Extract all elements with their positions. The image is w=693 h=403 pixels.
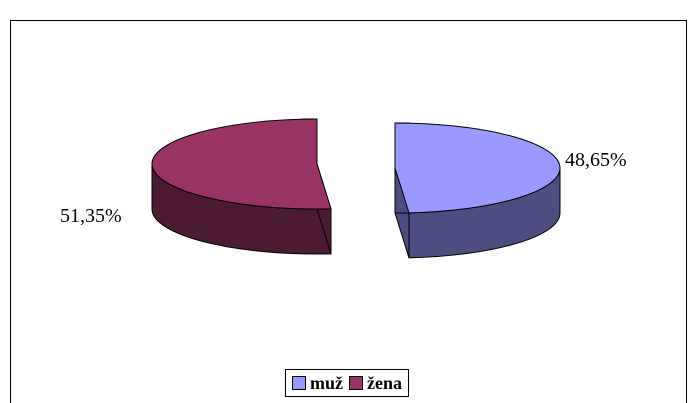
- legend-item-muz: muž: [292, 373, 343, 394]
- legend: muž žena: [285, 369, 409, 397]
- legend-swatch-zena: [349, 376, 363, 390]
- pie-slice-muz: [394, 122, 561, 214]
- data-label-muz: 48,65%: [565, 149, 627, 171]
- pie-slice-zena: [151, 118, 332, 210]
- legend-item-zena: žena: [349, 373, 402, 394]
- data-label-zena: 51,35%: [60, 205, 122, 227]
- chart-border: [10, 20, 687, 403]
- legend-label-zena: žena: [367, 372, 402, 393]
- legend-label-muz: muž: [310, 372, 343, 393]
- legend-swatch-muz: [292, 376, 306, 390]
